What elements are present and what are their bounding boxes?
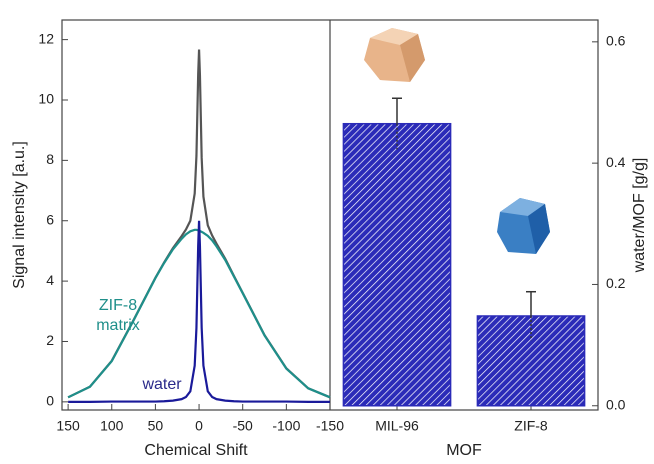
y2-axis-label: water/MOF [g/g] [631, 158, 648, 274]
x-axis-label: Chemical Shift [144, 442, 248, 459]
x-tick-label: -50 [233, 418, 253, 434]
zif8-crystal-icon [497, 198, 550, 254]
bar [342, 122, 452, 407]
error-bar [526, 290, 536, 341]
x-tick-label: -100 [272, 418, 300, 434]
x-axis-label: MOF [446, 442, 482, 459]
annotation: ZIF-8 [99, 297, 137, 314]
x-tick-label: 150 [56, 418, 80, 434]
annotation: matrix [96, 317, 140, 334]
y2-tick-label: 0.4 [606, 154, 626, 170]
y2-tick-label: 0.2 [606, 275, 626, 291]
y-tick-label: 2 [46, 332, 54, 348]
y-axis-label: Signal intensity [a.u.] [11, 141, 28, 289]
y2-tick-label: 0.0 [606, 396, 626, 412]
y-tick-label: 4 [46, 272, 54, 288]
error-bar [392, 97, 402, 150]
x-tick-label: 100 [100, 418, 124, 434]
x-tick-label: 0 [195, 418, 203, 434]
mil96-crystal-icon [364, 28, 425, 82]
annotation: water [141, 376, 182, 393]
y-tick-label: 8 [46, 151, 54, 167]
x-tick-label: ZIF-8 [514, 418, 548, 434]
x-tick-label: MIL-96 [375, 418, 419, 434]
x-tick-label: -150 [316, 418, 344, 434]
y-tick-label: 12 [38, 30, 54, 46]
bar [476, 315, 586, 407]
y-tick-label: 0 [46, 393, 54, 409]
y2-tick-label: 0.6 [606, 33, 626, 49]
y-tick-label: 10 [38, 91, 54, 107]
line-series [68, 220, 330, 403]
y-tick-label: 6 [46, 211, 54, 227]
x-tick-label: 50 [148, 418, 164, 434]
